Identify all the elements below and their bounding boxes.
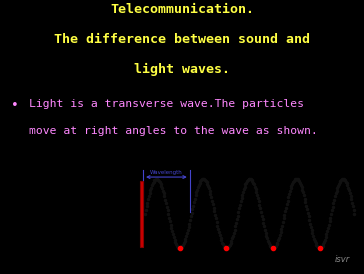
Text: isvr: isvr — [335, 255, 350, 264]
Text: •: • — [11, 99, 19, 112]
Text: move at right angles to the wave as shown.: move at right angles to the wave as show… — [29, 126, 318, 136]
Text: Wavelength: Wavelength — [150, 170, 183, 175]
Text: Light is a transverse wave.The particles: Light is a transverse wave.The particles — [29, 99, 304, 109]
Text: The difference between sound and: The difference between sound and — [54, 33, 310, 46]
Title: Transverse Wave: Transverse Wave — [215, 146, 280, 155]
Bar — [140, 181, 143, 247]
Text: light waves.: light waves. — [134, 63, 230, 76]
Text: Telecommunication.: Telecommunication. — [110, 3, 254, 16]
